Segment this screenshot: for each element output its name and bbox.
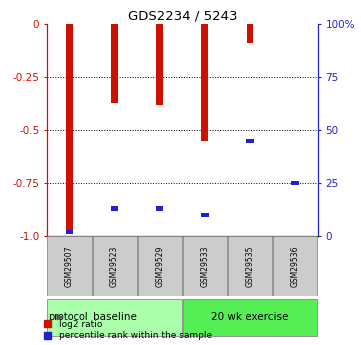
Legend: log2 ratio, percentile rank within the sample: log2 ratio, percentile rank within the s… [41,316,216,344]
Bar [183,236,227,296]
Bar [201,24,208,141]
Bar [201,213,209,217]
Bar [247,24,253,43]
Bar [111,206,118,210]
Bar [138,236,182,296]
Text: protocol: protocol [48,312,87,322]
Bar [183,298,317,336]
Text: GSM29535: GSM29535 [245,246,255,287]
Bar [156,24,163,105]
Bar [92,236,137,296]
Bar [66,24,73,230]
Text: baseline: baseline [93,312,136,322]
Text: GSM29529: GSM29529 [155,246,164,287]
Text: GSM29507: GSM29507 [65,246,74,287]
Bar [66,230,73,234]
Text: GSM29536: GSM29536 [291,246,300,287]
Bar [111,24,118,102]
Bar [291,181,299,185]
Bar [156,206,164,210]
Bar [246,139,254,143]
Text: GSM29523: GSM29523 [110,246,119,287]
Text: GSM29533: GSM29533 [200,246,209,287]
Text: 20 wk exercise: 20 wk exercise [211,312,289,322]
Bar [47,236,92,296]
Bar [273,236,317,296]
Bar [228,236,272,296]
Bar [47,298,182,336]
Title: GDS2234 / 5243: GDS2234 / 5243 [127,10,237,23]
